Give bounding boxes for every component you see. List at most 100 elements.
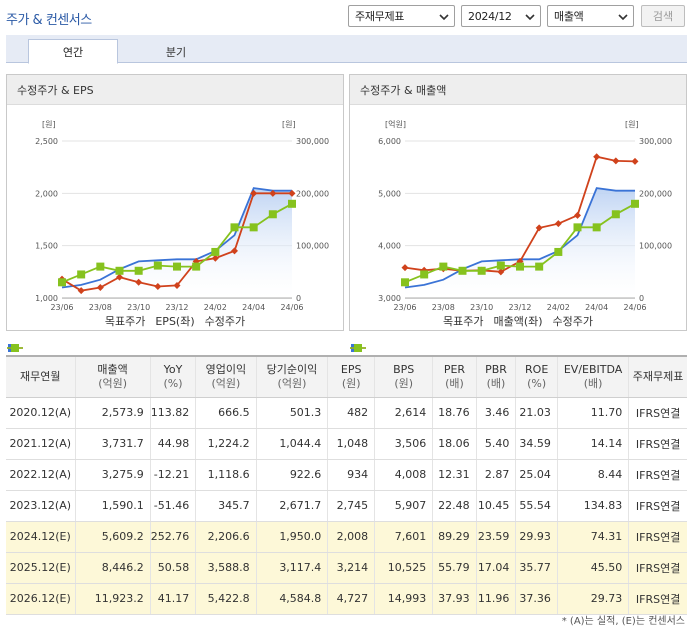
left-axis-unit: [억원]	[385, 119, 406, 129]
x-tick-label: 23/12	[508, 303, 531, 311]
table-cell: -51.46	[149, 490, 196, 522]
table-cell: 11,923.2	[74, 583, 151, 615]
data-point-square	[554, 247, 563, 256]
metric-value: 매출액	[554, 10, 584, 23]
data-point-square	[153, 261, 162, 270]
table-cell: 2,614	[374, 397, 433, 429]
table-cell: 37.36	[515, 583, 558, 615]
table-cell: 4,727	[327, 583, 375, 615]
column-header-unit: (억원)	[277, 376, 307, 390]
tab-quarterly[interactable]: 분기	[165, 45, 187, 59]
table-cell: 18.76	[432, 397, 477, 429]
legend-item-price[interactable]: 수정주가	[7, 313, 245, 352]
column-header: EV/EBITDA (배)	[556, 355, 629, 398]
x-tick-label: 23/10	[127, 303, 150, 311]
table-body: 2020.12(A) 2,573.9 113.82 666.5 501.3 482 2,61…	[6, 397, 687, 615]
table-cell: 1,950.0	[255, 521, 328, 553]
table-row: 2025.12(E) 8,446.2 50.58 3,588.8 3,117.4 3,21…	[6, 552, 687, 584]
chart-title: 수정주가 & EPS	[7, 75, 343, 105]
table-cell: IFRS연결	[628, 521, 687, 553]
y-left-tick-label: 4,000	[378, 242, 401, 251]
column-header-label: 매출액	[97, 362, 128, 376]
legend-item-price[interactable]: 수정주가	[350, 313, 594, 352]
chart-panel-price-eps: 수정주가 & EPS [원] [원] 1,000 0 1,500 100,000 2,000…	[6, 74, 344, 352]
column-header-unit: (배)	[445, 376, 464, 390]
table-cell: IFRS연결	[628, 490, 687, 522]
table-cell: 12.31	[432, 459, 477, 491]
data-point-diamond	[535, 224, 543, 232]
table-cell: 50.58	[149, 552, 196, 584]
data-point-diamond	[574, 211, 581, 219]
table-row: 2026.12(E) 11,923.2 41.17 5,422.8 4,584.8 4,7…	[6, 583, 687, 615]
data-point-diamond	[173, 281, 181, 289]
table-cell: 10.45	[475, 490, 516, 522]
table-cell: IFRS연결	[628, 459, 687, 491]
table-cell: 3,214	[327, 552, 375, 584]
table-cell: IFRS연결	[628, 428, 687, 460]
table-row: 2021.12(A) 3,731.7 44.98 1,224.2 1,044.4 1,04…	[6, 428, 687, 460]
legend-label: 매출액(좌)	[493, 315, 543, 328]
data-point-diamond	[288, 189, 296, 197]
table-cell: 3,506	[374, 428, 433, 460]
chevron-down-icon	[439, 14, 449, 21]
table-cell: -12.21	[149, 459, 196, 491]
column-header: BPS (원)	[374, 355, 433, 398]
data-point-square	[401, 278, 409, 287]
metric-select[interactable]: 매출액	[547, 5, 634, 27]
legend-item-sales[interactable]: 매출액(좌)	[350, 313, 543, 352]
x-tick-label: 23/06	[393, 303, 416, 311]
table-cell: 34.59	[515, 428, 558, 460]
table-row: 2023.12(A) 1,590.1 -51.46 345.7 2,671.7 2,745…	[6, 490, 687, 522]
column-header: ROE (%)	[515, 355, 558, 398]
table-cell: 3,275.9	[74, 459, 151, 491]
data-point-square	[631, 199, 639, 208]
account-type-select[interactable]: 주재무제표	[348, 5, 455, 27]
y-right-tick-label: 0	[296, 294, 301, 303]
period-select[interactable]: 2024/12	[461, 5, 541, 27]
y-right-tick-label: 0	[639, 294, 644, 303]
chevron-down-icon	[618, 14, 628, 21]
table-cell: 1,048	[327, 428, 375, 460]
table-cell: IFRS연결	[628, 397, 687, 429]
data-point-square	[96, 262, 105, 271]
table-cell: 1,118.6	[195, 459, 257, 491]
data-point-square	[77, 270, 86, 279]
column-header: 영업이익 (억원)	[195, 355, 257, 398]
y-right-tick-label: 200,000	[639, 189, 672, 198]
tab-annual[interactable]: 연간	[28, 39, 118, 64]
period-cell: 2026.12(E)	[6, 583, 75, 615]
table-cell: 5,907	[374, 490, 433, 522]
table-cell: 5,422.8	[195, 583, 257, 615]
data-point-diamond	[116, 273, 123, 281]
column-header-label: PBR	[485, 362, 507, 376]
column-header-unit: (배)	[486, 376, 506, 390]
table-cell: 74.31	[556, 521, 629, 553]
page-title: 주가 & 컨센서스	[6, 13, 92, 28]
table-cell: 45.50	[556, 552, 629, 584]
data-point-diamond	[96, 284, 104, 292]
data-point-square	[192, 262, 201, 271]
data-point-diamond	[77, 287, 85, 295]
table-cell: 18.06	[432, 428, 477, 460]
data-point-diamond	[554, 220, 562, 228]
table-cell: 482	[327, 397, 375, 429]
table-cell: 14.14	[556, 428, 629, 460]
data-point-diamond	[231, 247, 238, 255]
legend-item-target[interactable]: 목표주가	[8, 313, 145, 352]
table-cell: 134.83	[556, 490, 629, 522]
data-point-square	[592, 223, 601, 232]
legend-item-eps[interactable]: EPS(좌)	[7, 313, 195, 352]
legend-label: 수정주가	[552, 315, 594, 328]
chart-panel-price-sales: 수정주가 & 매출액 [억원] [원] 3,000 0 4,000 100,000 5,00…	[349, 74, 687, 352]
legend-label: EPS(좌)	[155, 315, 195, 328]
table-cell: 8,446.2	[74, 552, 151, 584]
series-line-target-price	[61, 187, 292, 289]
y-left-tick-label: 2,000	[35, 189, 58, 198]
legend-item-target[interactable]: 목표주가	[351, 313, 484, 352]
data-point-square	[477, 266, 486, 275]
x-tick-label: 23/06	[50, 303, 73, 311]
search-button[interactable]: 검색	[641, 5, 685, 27]
table-cell: 8.44	[556, 459, 629, 491]
legend-label: 목표주가	[442, 315, 484, 328]
data-point-diamond	[631, 157, 639, 165]
